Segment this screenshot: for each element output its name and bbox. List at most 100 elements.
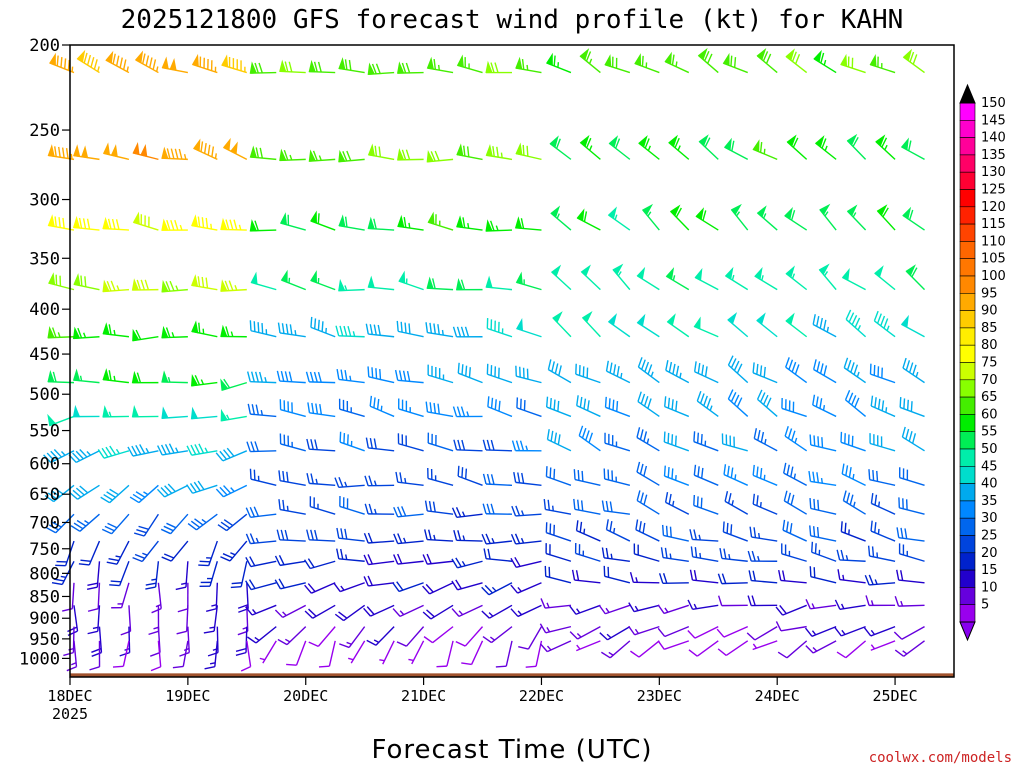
barb-half-flag <box>520 537 525 544</box>
wind-barb <box>245 604 277 616</box>
wind-barb <box>607 206 631 231</box>
barb-flag <box>609 501 613 512</box>
barb-flag <box>197 276 201 287</box>
barb-staff <box>898 579 925 584</box>
barb-pennant <box>279 59 287 73</box>
barb-flag <box>346 150 352 161</box>
barb-flag <box>569 605 577 615</box>
wind-barb <box>456 54 483 74</box>
wind-barb <box>628 625 660 636</box>
barb-half-flag <box>546 602 550 608</box>
barb-flag <box>489 220 495 231</box>
barb-pennant <box>220 324 228 338</box>
barb-flag <box>842 490 847 501</box>
barb-staff <box>282 604 307 619</box>
colorbar-swatch <box>959 189 976 208</box>
barb-staff <box>368 560 395 566</box>
barb-pennant <box>786 134 797 147</box>
barb-flag <box>277 322 281 334</box>
barb-flag <box>223 485 232 494</box>
barb-flag <box>703 395 708 406</box>
barb-flag <box>461 467 464 478</box>
wind-barb <box>175 561 189 591</box>
wind-barb <box>453 530 483 542</box>
barb-staff <box>664 475 690 486</box>
wind-barb <box>161 279 188 293</box>
barb-flag <box>575 520 579 531</box>
barb-half-flag <box>606 633 612 639</box>
barb-flag <box>152 59 157 70</box>
barb-staff <box>339 505 365 515</box>
barb-flag <box>665 360 669 371</box>
wind-barb <box>193 138 218 161</box>
barb-flag <box>335 325 340 337</box>
colorbar-swatch <box>959 292 976 311</box>
barb-pennant <box>161 370 169 383</box>
barb-staff <box>368 333 395 338</box>
barb-flag <box>585 430 590 441</box>
barb-half-flag <box>408 658 414 662</box>
barb-flag <box>638 521 642 532</box>
barb-staff <box>605 604 631 615</box>
wind-barb <box>812 314 837 338</box>
barb-half-flag <box>433 534 436 541</box>
barb-pennant <box>72 215 81 229</box>
barb-flag <box>733 57 737 68</box>
barb-flag <box>813 498 816 510</box>
barb-half-flag <box>525 445 529 451</box>
barb-flag <box>520 218 525 229</box>
colorbar-swatch <box>959 223 976 242</box>
barb-flag <box>170 219 175 231</box>
barb-flag <box>48 524 59 531</box>
wind-barb <box>102 322 130 338</box>
barb-pennant <box>668 134 678 148</box>
barb-flag <box>616 366 620 377</box>
barb-flag <box>398 370 403 381</box>
barb-flag <box>240 665 251 672</box>
barb-pennant <box>485 143 493 157</box>
barb-flag <box>851 315 858 326</box>
barb-flag <box>317 213 320 224</box>
x-tick-label: 22DEC <box>519 687 564 705</box>
barb-flag <box>157 445 163 456</box>
wind-barb <box>72 404 100 418</box>
wind-barb <box>339 431 365 452</box>
wind-barb <box>601 640 631 659</box>
barb-flag <box>598 604 606 615</box>
barb-staff <box>309 539 336 542</box>
barb-pennant <box>841 267 850 282</box>
barb-pennant <box>869 53 877 68</box>
barb-flag <box>777 651 788 659</box>
barb-flag <box>706 398 712 409</box>
barb-staff <box>604 478 631 487</box>
barb-flag <box>613 364 617 375</box>
barb-half-flag <box>344 285 348 291</box>
barb-staff <box>162 450 188 456</box>
wind-barb <box>221 54 248 74</box>
wind-barb <box>636 313 660 338</box>
barb-flag <box>719 548 723 559</box>
barb-pennant <box>280 269 288 283</box>
barb-flag <box>545 396 549 408</box>
barb-flag <box>363 607 372 617</box>
barb-flag <box>258 371 263 383</box>
barb-half-flag <box>735 211 741 217</box>
barb-flag <box>730 55 733 67</box>
wind-barb <box>689 569 719 584</box>
barb-staff <box>605 406 631 418</box>
barb-staff <box>432 626 454 644</box>
barb-staff <box>634 553 660 562</box>
wind-barb <box>809 525 837 542</box>
wind-barb <box>579 134 601 160</box>
barb-half-flag <box>870 629 876 635</box>
barb-pennant <box>72 404 81 418</box>
barb-pennant <box>754 267 763 281</box>
barb-flag <box>318 665 330 668</box>
barb-flag <box>397 506 403 517</box>
barb-staff <box>548 368 572 384</box>
barb-flag <box>249 533 256 544</box>
barb-half-flag <box>870 600 874 606</box>
barb-flag <box>108 370 112 381</box>
barb-staff <box>485 449 513 452</box>
barb-flag <box>304 584 312 594</box>
